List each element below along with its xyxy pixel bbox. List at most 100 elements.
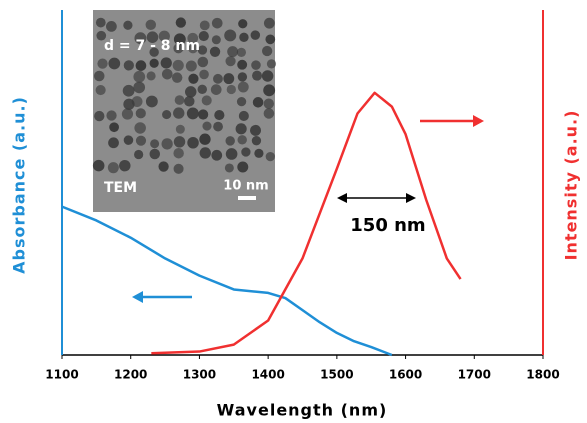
particle xyxy=(162,110,171,119)
particle xyxy=(150,149,161,160)
particle xyxy=(237,97,246,106)
particle xyxy=(198,85,207,94)
particle xyxy=(123,85,135,97)
particle xyxy=(199,134,210,145)
particle xyxy=(224,29,236,41)
particle xyxy=(202,95,212,105)
particle xyxy=(188,74,198,84)
particle xyxy=(254,149,263,158)
particle xyxy=(124,135,134,145)
particle xyxy=(174,164,184,174)
x-tick-label: 1400 xyxy=(251,368,284,382)
particle xyxy=(262,70,273,81)
fwhm-arrow-head xyxy=(406,193,416,203)
particle xyxy=(212,35,221,44)
x-tick-label: 1800 xyxy=(526,368,559,382)
particle xyxy=(185,86,196,97)
particle xyxy=(133,82,145,94)
particle xyxy=(123,21,132,30)
particle xyxy=(119,160,130,171)
particle xyxy=(237,162,248,173)
particle xyxy=(238,82,249,93)
particle xyxy=(199,70,209,80)
particle xyxy=(211,84,222,95)
particle xyxy=(225,163,234,172)
particle xyxy=(146,96,158,108)
particle xyxy=(173,60,184,71)
particle xyxy=(96,18,106,28)
particle xyxy=(199,31,209,41)
particle xyxy=(132,96,143,107)
particle xyxy=(236,123,247,134)
particle xyxy=(239,111,249,121)
particle xyxy=(265,35,275,45)
particle xyxy=(250,125,261,136)
particle xyxy=(266,152,275,161)
axis-arrow-head xyxy=(132,291,143,303)
particle xyxy=(252,136,261,145)
x-tick-label: 1600 xyxy=(389,368,422,382)
particle xyxy=(109,122,119,132)
x-tick-label: 1100 xyxy=(45,368,78,382)
particle xyxy=(173,107,184,118)
particle xyxy=(226,148,238,160)
particle xyxy=(211,150,222,161)
particle xyxy=(96,85,106,95)
particle xyxy=(210,47,220,57)
particle xyxy=(237,60,247,70)
particle xyxy=(251,30,260,39)
particle xyxy=(200,147,211,158)
axis-arrow-head xyxy=(473,115,484,127)
particle xyxy=(213,122,223,132)
particle xyxy=(134,122,146,134)
particle xyxy=(146,20,156,30)
particle xyxy=(176,125,185,134)
particle xyxy=(187,107,199,119)
particle xyxy=(214,110,224,120)
fwhm-label: 150 nm xyxy=(350,215,425,236)
particle xyxy=(136,60,147,71)
particle xyxy=(253,97,264,108)
particle xyxy=(267,59,276,68)
particle xyxy=(184,96,194,106)
particle xyxy=(162,69,173,80)
particle xyxy=(161,57,172,68)
particle xyxy=(213,74,223,84)
particle xyxy=(238,19,247,28)
particle xyxy=(187,137,199,149)
inset-size-label: d = 7 - 8 nm xyxy=(104,38,200,54)
particle xyxy=(198,109,208,119)
x-tick-label: 1500 xyxy=(320,368,353,382)
particle xyxy=(108,137,119,148)
particle xyxy=(223,73,234,84)
particle xyxy=(252,71,262,81)
particle xyxy=(172,72,182,82)
particle xyxy=(237,48,246,57)
particle xyxy=(106,110,116,120)
scale-bar xyxy=(238,196,256,200)
particle xyxy=(200,20,210,30)
particle xyxy=(173,148,183,158)
particle xyxy=(108,162,119,173)
particle xyxy=(150,139,159,148)
y2-axis-label: Intensity (a.u.) xyxy=(562,110,581,261)
inset-method-label: TEM xyxy=(104,180,137,196)
particle xyxy=(225,136,234,145)
particle xyxy=(133,71,145,83)
particle xyxy=(263,84,275,96)
particle xyxy=(239,33,248,42)
particle xyxy=(174,136,185,147)
particle xyxy=(94,111,104,121)
particle xyxy=(251,60,261,70)
particle xyxy=(136,136,146,146)
particle xyxy=(93,160,105,172)
particle xyxy=(122,108,133,119)
fwhm-arrow-head xyxy=(337,193,347,203)
particle xyxy=(227,85,236,94)
particle xyxy=(162,138,173,149)
particle xyxy=(264,108,275,119)
particle xyxy=(225,56,235,66)
particle xyxy=(241,147,250,156)
particle xyxy=(124,60,134,70)
particle xyxy=(134,150,143,159)
